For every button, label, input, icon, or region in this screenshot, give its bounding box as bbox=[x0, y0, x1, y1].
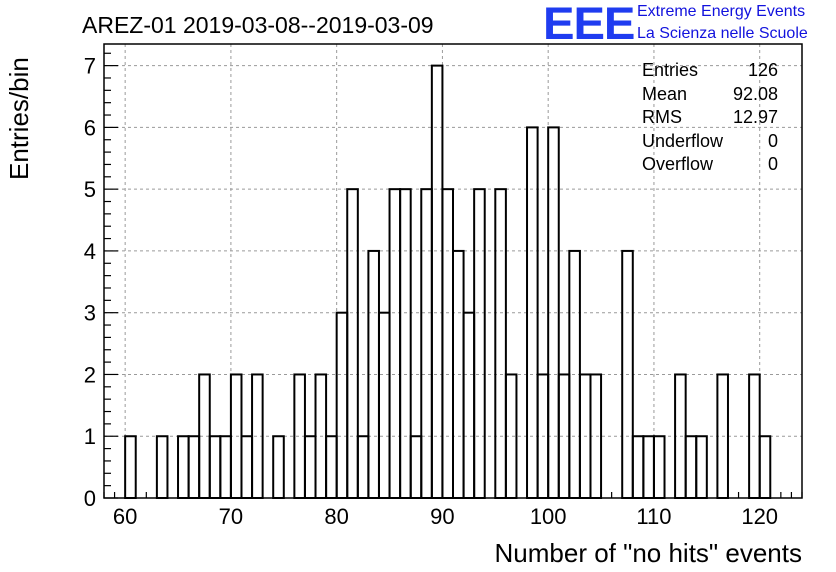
histogram-bar bbox=[388, 188, 402, 499]
stat-value: 92.08 bbox=[732, 83, 778, 104]
x-tick-label: 110 bbox=[636, 504, 671, 529]
stat-value: 0 bbox=[767, 130, 778, 151]
histogram-bar bbox=[303, 435, 317, 499]
stat-value: 0 bbox=[767, 154, 778, 174]
histogram-bar bbox=[325, 435, 338, 499]
stat-row-overflow: Overflow 0 bbox=[642, 153, 778, 177]
stat-label: Mean bbox=[642, 83, 688, 104]
histogram-bar bbox=[494, 188, 507, 499]
x-tick-label: 60 bbox=[113, 504, 137, 529]
logo-line-1: Extreme Energy Events bbox=[637, 3, 806, 20]
x-tick-label: 100 bbox=[530, 504, 567, 529]
histogram-bar bbox=[187, 435, 201, 499]
stat-value: 126 bbox=[747, 60, 778, 80]
histogram-bar bbox=[399, 188, 412, 499]
stat-row-rms: RMS 12.97 bbox=[642, 106, 778, 130]
y-tick-label: 4 bbox=[84, 239, 96, 264]
histogram-bar bbox=[240, 435, 254, 499]
stats-box: Entries 126 Mean 92.08 RMS 12.97 Underfl… bbox=[642, 59, 778, 177]
y-tick-label: 1 bbox=[84, 424, 96, 449]
y-tick-label: 3 bbox=[84, 301, 96, 326]
stat-label: RMS bbox=[642, 107, 682, 127]
histogram-bar bbox=[758, 435, 772, 499]
stat-row-mean: Mean 92.08 bbox=[642, 83, 778, 107]
y-axis-ticks: 0 1 2 3 4 5 6 7 bbox=[84, 52, 118, 511]
stat-label: Overflow bbox=[642, 154, 714, 174]
y-tick-label: 5 bbox=[84, 177, 96, 202]
histogram-bar bbox=[377, 311, 391, 499]
histogram-bar bbox=[356, 435, 370, 499]
stat-label: Entries bbox=[642, 60, 699, 80]
histogram-bar bbox=[155, 435, 169, 499]
y-tick-label: 7 bbox=[84, 54, 96, 79]
histogram-bar bbox=[409, 435, 423, 499]
histogram-bar bbox=[695, 435, 708, 499]
histogram-bar bbox=[462, 311, 476, 499]
stat-label: Underflow bbox=[642, 130, 724, 151]
histogram-bar bbox=[441, 188, 455, 499]
histogram-bar bbox=[642, 435, 655, 499]
stat-row-underflow: Underflow 0 bbox=[642, 130, 778, 154]
logo-line-2: La Scienza nelle Scuole bbox=[637, 25, 808, 42]
histogram-bar bbox=[124, 435, 137, 499]
histogram-bar bbox=[684, 435, 698, 499]
histogram-bar bbox=[335, 311, 349, 499]
stat-row-entries: Entries 126 bbox=[642, 59, 778, 83]
y-axis-label: Entries/bin bbox=[4, 57, 34, 180]
histogram-bar bbox=[631, 435, 645, 499]
x-tick-label: 90 bbox=[430, 504, 454, 529]
histogram-bar bbox=[219, 435, 232, 499]
histogram-bar bbox=[208, 435, 222, 499]
y-tick-label: 0 bbox=[84, 486, 96, 511]
histogram-bar bbox=[652, 435, 666, 499]
x-tick-label: 80 bbox=[324, 504, 348, 529]
histogram-bar bbox=[420, 188, 433, 499]
histogram-bar bbox=[430, 64, 444, 499]
x-axis-label: Number of "no hits" events bbox=[494, 538, 803, 568]
histogram-bar bbox=[272, 435, 285, 499]
histogram-bar bbox=[473, 188, 486, 499]
y-tick-label: 6 bbox=[84, 115, 96, 140]
x-tick-label: 120 bbox=[741, 504, 778, 529]
histogram-bar bbox=[177, 435, 190, 499]
x-axis-ticks: 60 70 80 90 100 110 120 bbox=[103, 484, 803, 529]
chart-title: AREZ-01 2019-03-08--2019-03-09 bbox=[82, 12, 434, 38]
eee-logo-icon: EEE bbox=[543, 0, 635, 49]
y-tick-label: 2 bbox=[84, 362, 96, 387]
histogram-bar bbox=[346, 188, 359, 499]
x-tick-label: 70 bbox=[219, 504, 243, 529]
stat-value: 12.97 bbox=[732, 107, 778, 127]
